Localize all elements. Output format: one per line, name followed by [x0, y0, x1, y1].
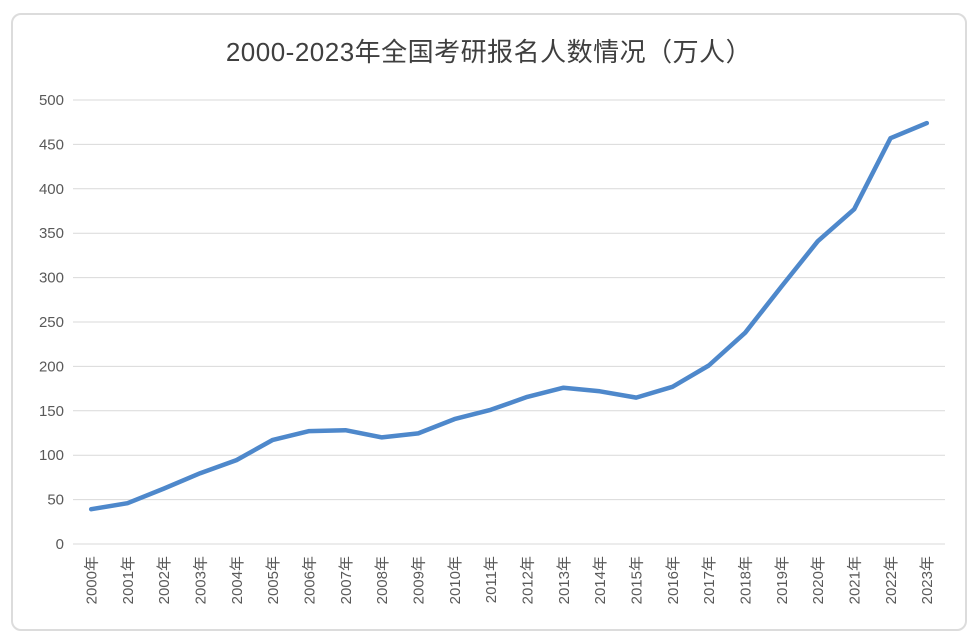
x-axis-tick-label: 2019年	[774, 556, 791, 604]
x-axis-tick-label: 2020年	[810, 556, 827, 604]
x-axis-tick-label: 2022年	[883, 556, 900, 604]
y-axis-tick-label: 0	[56, 536, 64, 553]
x-axis-tick-label: 2023年	[919, 556, 936, 604]
x-axis-tick-label: 2008年	[374, 556, 391, 604]
x-axis-tick-label: 2015年	[628, 556, 645, 604]
chart-title: 2000-2023年全国考研报名人数情况（万人）	[225, 37, 753, 67]
y-axis-tick-label: 500	[39, 92, 64, 109]
x-axis-tick-label: 2021年	[846, 556, 863, 604]
x-axis-tick-label: 2000年	[83, 556, 100, 604]
x-axis-tick-label: 2002年	[156, 556, 173, 604]
y-axis-tick-label: 100	[39, 447, 64, 464]
x-axis-tick-label: 2012年	[519, 556, 536, 604]
y-axis-tick-label: 250	[39, 314, 64, 331]
x-axis-tick-label: 2004年	[229, 556, 246, 604]
gridlines	[73, 99, 945, 545]
x-axis-labels: 2000年 2001年 2002年 2003年 2004年 2005年 2006年 2007年…	[83, 556, 936, 604]
x-axis-tick-label: 2007年	[338, 556, 355, 604]
x-axis-tick-label: 2009年	[410, 556, 427, 604]
y-axis-tick-label: 400	[39, 181, 64, 198]
x-axis-tick-label: 2011年	[483, 556, 500, 603]
y-axis-tick-label: 300	[39, 270, 64, 287]
y-axis-tick-label: 450	[39, 136, 64, 153]
x-axis-tick-label: 2018年	[737, 556, 754, 604]
x-axis-tick-label: 2016年	[665, 556, 682, 604]
x-axis-tick-label: 2010年	[447, 556, 464, 604]
data-series	[88, 120, 930, 512]
x-axis-tick-label: 2003年	[192, 556, 209, 604]
y-axis-tick-label: 150	[39, 403, 64, 420]
x-axis-tick-label: 2017年	[701, 556, 718, 604]
x-axis-tick-label: 2014年	[592, 556, 609, 604]
y-axis-tick-label: 200	[39, 358, 64, 375]
y-axis-labels: 0 50 100 150 200 250 300 350 400 450 500	[39, 92, 64, 553]
x-axis-tick-label: 2013年	[556, 556, 573, 604]
y-axis-tick-label: 350	[39, 225, 64, 242]
x-axis-tick-label: 2006年	[301, 556, 318, 604]
y-axis-tick-label: 50	[47, 492, 64, 509]
registration-count-line	[88, 120, 930, 512]
x-axis-tick-label: 2001年	[120, 556, 137, 604]
x-axis-tick-label: 2005年	[265, 556, 282, 604]
